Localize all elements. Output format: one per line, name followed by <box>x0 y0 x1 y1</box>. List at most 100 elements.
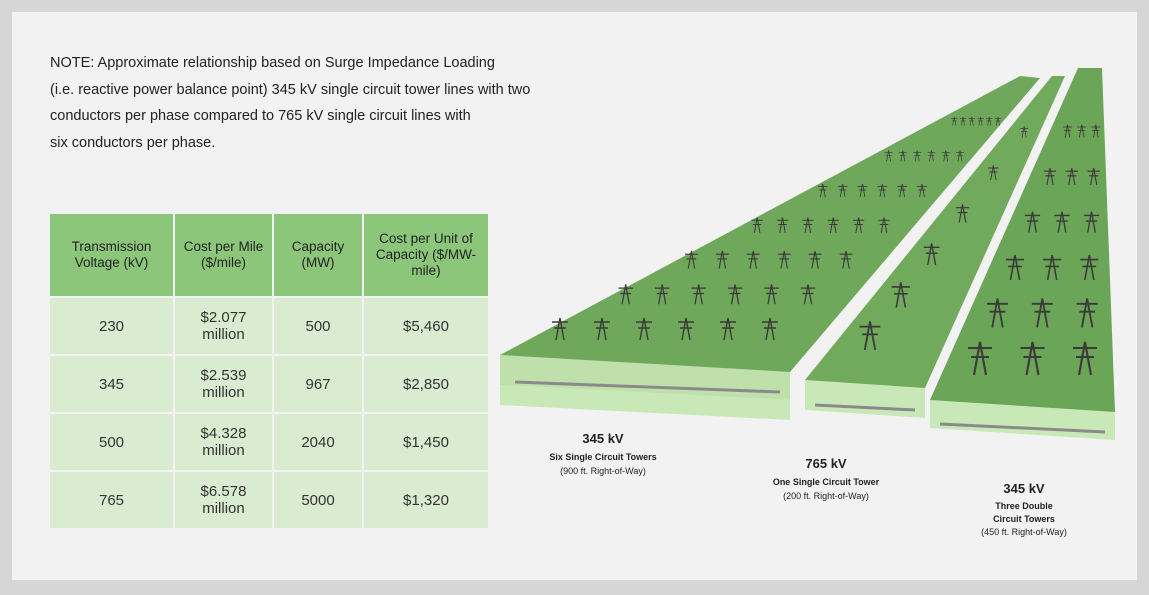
tower <box>827 217 839 233</box>
tower <box>691 284 706 305</box>
tower <box>1005 254 1025 281</box>
label-voltage: 345 kV <box>1003 481 1045 496</box>
strip-345-double <box>930 68 1115 412</box>
tower <box>808 250 822 269</box>
tower <box>917 183 927 198</box>
cost-table: Transmission Voltage (kV) Cost per Mile (… <box>48 212 490 530</box>
strip-765 <box>805 76 1065 388</box>
label-voltage: 345 kV <box>582 431 624 446</box>
tower <box>891 282 910 308</box>
table-cell: 765 <box>48 470 175 530</box>
towers <box>552 116 1101 376</box>
tower <box>818 183 828 198</box>
table-cell: $2.077 million <box>173 296 274 356</box>
tower <box>853 217 865 233</box>
label-voltage: 765 kV <box>805 456 847 471</box>
note-line: (i.e. reactive power balance point) 345 … <box>50 81 531 98</box>
tower <box>878 217 890 233</box>
table-cell: $1,450 <box>362 412 490 472</box>
tower <box>959 116 967 126</box>
right-of-way-strips <box>500 68 1115 440</box>
note-line: NOTE: Approximate relationship based on … <box>50 55 495 71</box>
table-cell: 967 <box>272 354 364 414</box>
table-cell: $5,460 <box>362 296 490 356</box>
tower <box>1043 168 1057 186</box>
tower <box>654 284 670 305</box>
header-cell: Cost per Mile ($/mile) <box>173 212 274 298</box>
table-cell: 500 <box>48 412 175 472</box>
tower <box>715 250 729 269</box>
note: NOTE: Approximate relationship based on … <box>50 50 530 156</box>
tower <box>1083 211 1100 233</box>
tower <box>1020 126 1029 138</box>
road <box>514 380 781 394</box>
tower <box>977 116 984 126</box>
header-cell: Cost per Unit of Capacity ($/MW-mile) <box>362 212 490 298</box>
tower <box>636 317 652 341</box>
tower <box>884 150 893 162</box>
tower <box>720 317 736 341</box>
strip-face <box>500 385 790 420</box>
tower <box>1024 211 1041 233</box>
tower <box>727 284 743 305</box>
tower <box>994 116 1002 126</box>
header-cell: Capacity (MW) <box>272 212 364 298</box>
tower <box>1077 124 1087 138</box>
label-wrap: Three Double Circuit Towers (450 ft. Rig… <box>981 501 1067 537</box>
tower <box>1076 298 1098 328</box>
tower <box>923 243 940 266</box>
tower <box>800 284 816 305</box>
tower <box>1043 254 1062 281</box>
tower <box>968 341 992 376</box>
tower <box>802 217 814 233</box>
tower <box>678 317 694 341</box>
tower <box>877 183 888 198</box>
table-cell: $2,850 <box>362 354 490 414</box>
tower <box>955 204 970 223</box>
table-cell: 500 <box>272 296 364 356</box>
tower <box>859 321 881 351</box>
tower <box>986 116 993 126</box>
note-line: conductors per phase compared to 765 kV … <box>50 108 471 124</box>
tower <box>1020 341 1045 376</box>
table-cell: $4.328 million <box>173 412 274 472</box>
table-cell: 5000 <box>272 470 364 530</box>
tower <box>1080 254 1099 281</box>
strip-labels: 345 kV Six Single Circuit Towers (900 ft… <box>549 431 1067 537</box>
tower <box>839 250 853 269</box>
tower <box>762 317 778 341</box>
header-row: Transmission Voltage (kV) Cost per Mile (… <box>48 212 490 298</box>
tower <box>913 150 922 162</box>
tower <box>1065 168 1078 186</box>
note-line: six conductors per phase. <box>50 134 216 151</box>
tower <box>1091 124 1101 138</box>
table-cell: $1,320 <box>362 470 490 530</box>
table-row: 500 $4.328 million 2040 $1,450 <box>48 412 490 472</box>
table-row: 765 $6.578 million 5000 $1,320 <box>48 470 490 530</box>
tower <box>1054 211 1070 233</box>
tower <box>897 183 907 198</box>
label-row: (900 ft. Right-of-Way) <box>560 466 646 476</box>
label-towers: Three Double Circuit Towers <box>993 501 1055 524</box>
table-cell: 345 <box>48 354 175 414</box>
tower <box>746 250 760 269</box>
road <box>939 422 1106 434</box>
tower <box>685 250 698 269</box>
tower <box>951 116 958 126</box>
table-cell: $6.578 million <box>173 470 274 530</box>
tower <box>764 284 779 305</box>
tower <box>594 317 610 341</box>
tower <box>618 284 633 305</box>
table-body: 230 $2.077 million 500 $5,460 345 $2.539 mill… <box>48 296 490 530</box>
table-row: 345 $2.539 million 967 $2,850 <box>48 354 490 414</box>
tower <box>988 165 999 181</box>
tower <box>1062 124 1073 138</box>
tower <box>857 183 868 198</box>
tower <box>927 150 936 162</box>
tower <box>776 217 789 233</box>
tower <box>751 217 763 233</box>
label-towers: Six Single Circuit Towers <box>549 452 656 462</box>
tower <box>837 183 848 198</box>
